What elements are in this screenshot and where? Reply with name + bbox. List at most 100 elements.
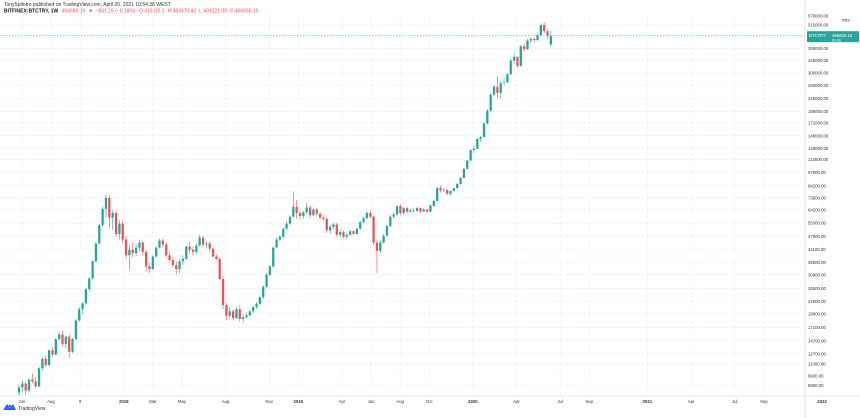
candle-body	[312, 209, 315, 216]
candle	[134, 243, 138, 257]
candle	[155, 246, 158, 258]
candle-body	[211, 248, 215, 257]
candle	[446, 189, 449, 195]
candle	[44, 355, 47, 368]
candle	[211, 247, 215, 258]
candle	[533, 37, 536, 43]
candle	[456, 182, 459, 189]
candle-body	[486, 110, 489, 124]
candle-body	[225, 305, 228, 316]
candle	[385, 224, 389, 237]
candle	[101, 206, 104, 227]
candle	[114, 210, 118, 237]
candle	[47, 349, 51, 367]
candle-body	[188, 246, 191, 250]
candle	[144, 249, 148, 272]
price-tick-label: 84200.00	[808, 183, 827, 188]
price-tick-label: 225000.00	[808, 96, 829, 101]
candle	[21, 380, 24, 392]
header-price: 456656.15	[62, 9, 86, 15]
candle	[325, 216, 328, 234]
price-tick-label: 19900.00	[808, 311, 827, 316]
candle-body	[372, 216, 375, 243]
candle	[64, 335, 67, 349]
candle-body	[462, 168, 466, 178]
candle	[476, 138, 479, 150]
candle	[315, 208, 318, 217]
candle-body	[265, 274, 268, 287]
candle	[151, 255, 154, 271]
price-tick-label: 395000.00	[808, 46, 829, 51]
time-tick-label: Apr	[688, 399, 695, 404]
currency-label: TRY	[842, 18, 851, 23]
candle	[516, 56, 519, 68]
candle-body	[178, 261, 181, 270]
candle	[442, 188, 445, 193]
publisher-line: TonySpilotro published on TradingView.co…	[4, 2, 171, 8]
candle	[245, 312, 248, 319]
candle	[472, 145, 476, 153]
candle-body	[268, 266, 272, 275]
candle	[171, 256, 175, 268]
candle-body	[415, 208, 419, 211]
candle-body	[482, 123, 486, 137]
price-tick-label: 35500.00	[808, 260, 827, 265]
last-price-symbol: BTCTRY	[809, 33, 826, 38]
candle-body	[282, 228, 285, 237]
time-axis[interactable]: Jun Aug 9 2018 Mar May Aug Nov 2019 Apr Jun Aug Oct 2…	[18, 399, 827, 404]
time-tick-label: Aug	[47, 399, 55, 404]
candle-body	[128, 249, 131, 256]
price-axis[interactable]: 8900.00 9900.00 11300.00 12700.00 14700.00 17…	[808, 14, 829, 388]
candle-body	[175, 265, 178, 270]
candle	[482, 122, 486, 138]
candle	[252, 305, 255, 314]
candle-body	[308, 207, 312, 216]
candle	[459, 177, 462, 185]
candle	[439, 185, 442, 193]
candle-body	[124, 239, 128, 256]
time-tick-label: Nov	[265, 399, 273, 404]
candle-body	[449, 190, 452, 194]
candle-body	[325, 218, 328, 231]
candle	[506, 73, 509, 84]
candle	[205, 241, 208, 249]
candle-body	[71, 339, 74, 352]
candle-body	[138, 242, 141, 248]
candle-body	[158, 240, 161, 248]
candle-body	[328, 226, 332, 231]
time-tick-label: 2019	[294, 399, 304, 404]
tradingview-logo[interactable]: TradingView	[3, 404, 46, 412]
time-tick-label: 2018	[119, 399, 129, 404]
candle-body	[318, 213, 322, 218]
candle-body	[94, 243, 98, 262]
candle-body	[385, 226, 389, 236]
candle	[526, 38, 529, 51]
header-arrow: ▼	[88, 9, 93, 15]
last-price-label: BTCTRY 456656.15 6d 9h	[807, 31, 859, 43]
price-tick-label: 41100.00	[808, 247, 826, 252]
candle	[165, 242, 168, 258]
price-tick-label: 97800.00	[808, 170, 827, 175]
candle	[262, 285, 265, 300]
candle	[265, 273, 268, 289]
candle-body	[238, 309, 241, 320]
candle-body	[539, 25, 542, 36]
candle-body	[322, 217, 325, 219]
candle	[546, 29, 549, 39]
candle	[359, 220, 362, 230]
candle	[111, 210, 114, 231]
candle-body	[245, 315, 248, 318]
candle	[201, 235, 205, 248]
candle-body	[191, 249, 195, 252]
candle	[462, 167, 466, 179]
candle-body	[442, 189, 445, 191]
candle	[258, 295, 261, 306]
candle	[449, 190, 452, 196]
candle-body	[252, 307, 255, 312]
candle-body	[412, 210, 415, 211]
candle-body	[395, 206, 399, 215]
candle	[415, 206, 419, 212]
time-tick-label: Oct	[426, 399, 433, 404]
